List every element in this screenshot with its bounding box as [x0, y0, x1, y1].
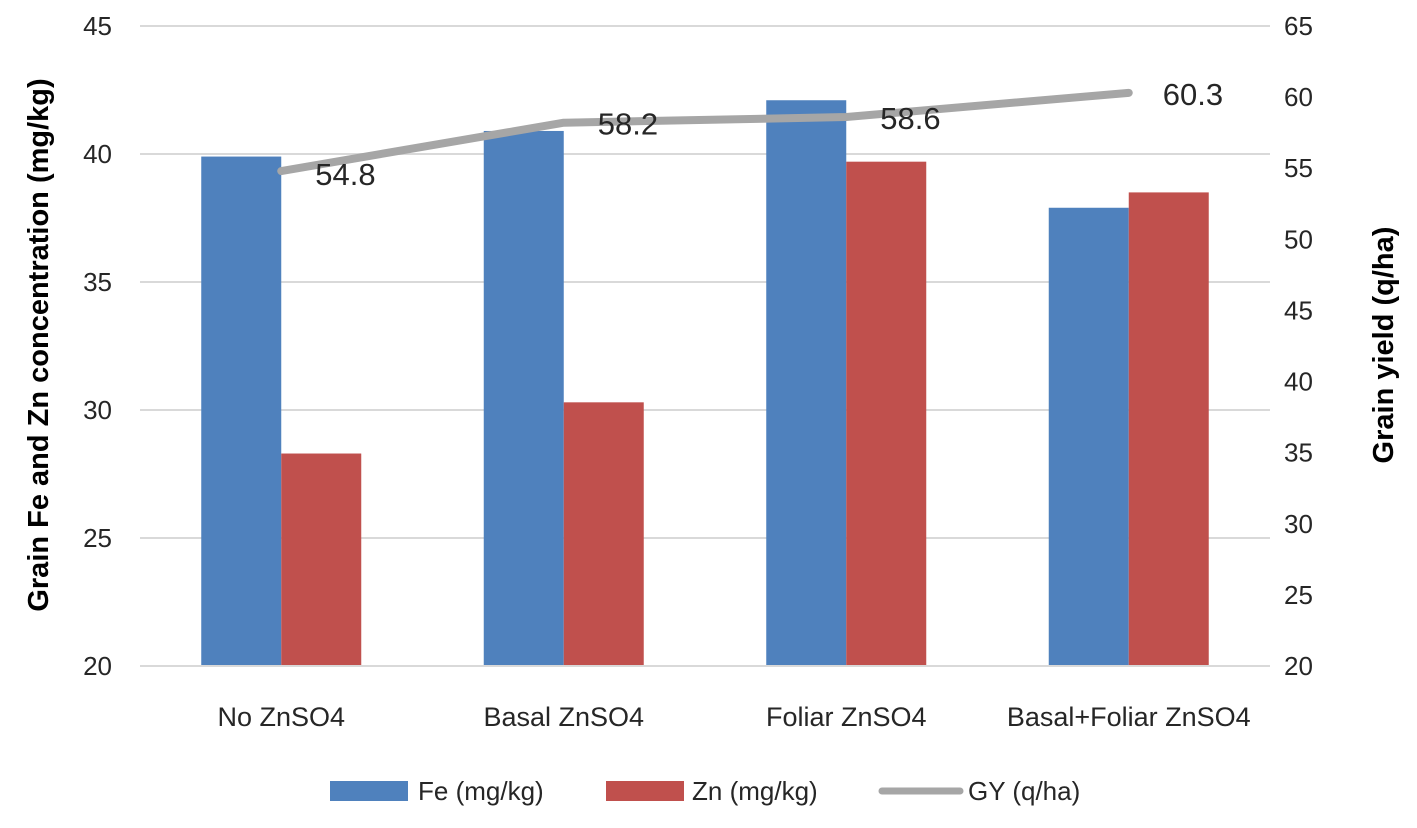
line-series: [277, 88, 1133, 176]
legend-label-gy: GY (q/ha): [968, 776, 1080, 806]
legend-item-fe: Fe (mg/kg): [330, 776, 544, 806]
y-right-tick-label: 25: [1284, 580, 1313, 610]
legend-item-zn: Zn (mg/kg): [606, 776, 818, 806]
y-right-tick-label: 50: [1284, 224, 1313, 254]
legend-swatch-fe: [330, 781, 408, 801]
x-category-label: Foliar ZnSO4: [766, 702, 927, 732]
legend-label-fe: Fe (mg/kg): [418, 776, 544, 806]
x-category-label: Basal ZnSO4: [483, 702, 644, 732]
y-right-tick-label: 20: [1284, 651, 1313, 681]
bar-fe: [766, 100, 847, 667]
y-left-tick-label: 30: [83, 395, 112, 425]
legend-item-gy: GY (q/ha): [878, 776, 1080, 806]
gy-data-label: 58.2: [598, 107, 658, 142]
bar-zn: [563, 402, 644, 666]
y-right-tick-label: 40: [1284, 367, 1313, 397]
bar-fe: [1048, 207, 1129, 666]
legend: Fe (mg/kg) Zn (mg/kg) GY (q/ha): [330, 776, 1080, 806]
y-axis-right-title: Grain yield (q/ha): [1368, 227, 1400, 464]
bar-fe: [201, 156, 282, 666]
data-labels: 54.8 58.2 58.6 60.3: [315, 77, 1223, 192]
axes: 20 25 30 35 40 45 20 25 30 35 40 45 50 55 60 65 No ZnSO4…: [83, 11, 1313, 732]
x-category-label: Basal+Foliar ZnSO4: [1007, 702, 1251, 732]
x-category-label: No ZnSO4: [217, 702, 345, 732]
y-axis-left-title: Grain Fe and Zn concentration (mg/kg): [23, 78, 55, 611]
y-right-tick-label: 60: [1284, 82, 1313, 112]
bar-zn: [1128, 192, 1209, 666]
y-right-tick-label: 55: [1284, 153, 1313, 183]
y-left-tick-label: 45: [83, 11, 112, 41]
legend-swatch-zn: [606, 781, 684, 801]
gy-data-label: 60.3: [1163, 77, 1223, 112]
gy-line: [277, 88, 1133, 176]
gy-data-label: 58.6: [880, 101, 940, 136]
y-left-tick-label: 25: [83, 523, 112, 553]
y-right-tick-label: 45: [1284, 295, 1313, 325]
y-right-tick-label: 65: [1284, 11, 1313, 41]
bar-zn: [281, 453, 362, 666]
bar-fe: [483, 130, 564, 666]
legend-label-zn: Zn (mg/kg): [692, 776, 818, 806]
y-left-tick-label: 40: [83, 139, 112, 169]
gy-data-label: 54.8: [315, 157, 375, 192]
y-right-tick-label: 35: [1284, 438, 1313, 468]
y-left-tick-label: 20: [83, 651, 112, 681]
bars: [201, 100, 1209, 667]
bar-zn: [846, 161, 927, 666]
y-right-tick-label: 30: [1284, 509, 1313, 539]
y-left-tick-label: 35: [83, 267, 112, 297]
